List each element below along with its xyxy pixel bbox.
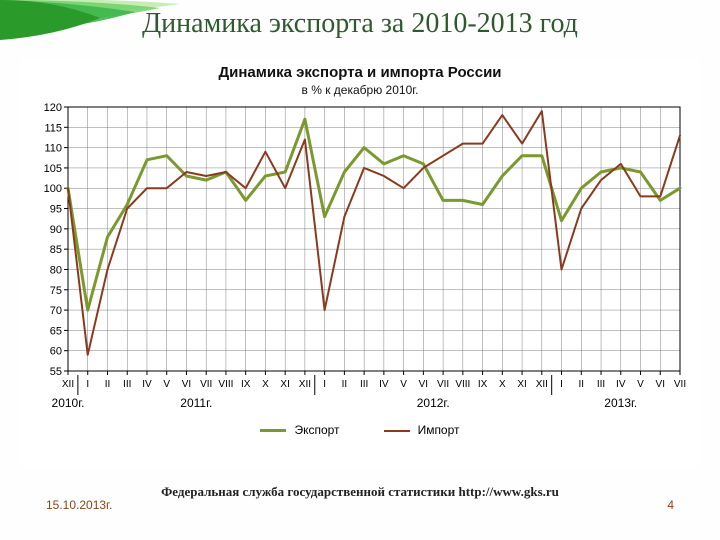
svg-text:II: II (105, 379, 111, 390)
slide-title: Динамика экспорта за 2010-2013 год (0, 8, 720, 40)
slide: Динамика экспорта за 2010-2013 год Динам… (0, 0, 720, 540)
line-chart: 556065707580859095100105110115120XIIIIII… (30, 101, 690, 421)
footer-date: 15.10.2013г. (46, 498, 112, 512)
svg-text:X: X (499, 379, 506, 390)
svg-text:I: I (323, 379, 326, 390)
svg-text:II: II (342, 379, 348, 390)
svg-text:55: 55 (50, 366, 62, 378)
svg-text:VI: VI (656, 379, 665, 390)
svg-text:V: V (637, 379, 644, 390)
svg-text:120: 120 (44, 102, 62, 114)
legend-swatch (384, 430, 410, 432)
svg-text:2011г.: 2011г. (180, 396, 212, 410)
svg-text:XII: XII (536, 379, 548, 390)
svg-text:90: 90 (50, 224, 62, 236)
legend-swatch (260, 429, 286, 432)
svg-text:105: 105 (44, 163, 62, 175)
svg-text:III: III (123, 379, 131, 390)
svg-text:VI: VI (182, 379, 191, 390)
svg-text:I: I (86, 379, 89, 390)
svg-text:85: 85 (50, 244, 62, 256)
svg-text:115: 115 (44, 122, 62, 134)
svg-text:XII: XII (62, 379, 74, 390)
svg-text:VI: VI (419, 379, 428, 390)
svg-text:IV: IV (616, 379, 626, 390)
svg-text:110: 110 (44, 143, 62, 155)
svg-text:60: 60 (50, 346, 62, 358)
svg-text:IX: IX (478, 379, 488, 390)
chart-title: Динамика экспорта и импорта России (20, 64, 700, 81)
svg-text:II: II (579, 379, 585, 390)
svg-text:I: I (560, 379, 563, 390)
svg-text:XI: XI (517, 379, 526, 390)
svg-text:95: 95 (50, 204, 62, 216)
svg-text:2010г.: 2010г. (52, 396, 85, 410)
svg-text:XII: XII (299, 379, 311, 390)
svg-text:VII: VII (437, 379, 449, 390)
svg-text:VIII: VIII (218, 379, 233, 390)
svg-text:XI: XI (280, 379, 289, 390)
legend-item: Импорт (384, 423, 460, 437)
footer-page-number: 4 (667, 498, 674, 512)
chart-subtitle: в % к декабрю 2010г. (20, 83, 700, 97)
chart-legend: Экспорт Импорт (20, 423, 700, 437)
legend-label: Импорт (418, 423, 460, 437)
svg-text:VII: VII (200, 379, 212, 390)
svg-text:X: X (262, 379, 269, 390)
svg-text:IV: IV (142, 379, 152, 390)
svg-text:V: V (400, 379, 407, 390)
svg-text:70: 70 (50, 305, 62, 317)
svg-text:IV: IV (379, 379, 389, 390)
svg-text:65: 65 (50, 325, 62, 337)
svg-text:2012г.: 2012г. (417, 396, 450, 410)
svg-text:VII: VII (674, 379, 686, 390)
legend-label: Экспорт (294, 423, 339, 437)
svg-text:III: III (360, 379, 368, 390)
svg-text:V: V (163, 379, 170, 390)
svg-text:75: 75 (50, 285, 62, 297)
svg-text:80: 80 (50, 264, 62, 276)
svg-text:III: III (597, 379, 605, 390)
legend-item: Экспорт (260, 423, 339, 437)
chart-container: Динамика экспорта и импорта России в % к… (20, 58, 700, 468)
svg-text:IX: IX (241, 379, 251, 390)
svg-text:100: 100 (44, 183, 62, 195)
svg-text:VIII: VIII (455, 379, 470, 390)
svg-text:2013г.: 2013г. (604, 396, 637, 410)
